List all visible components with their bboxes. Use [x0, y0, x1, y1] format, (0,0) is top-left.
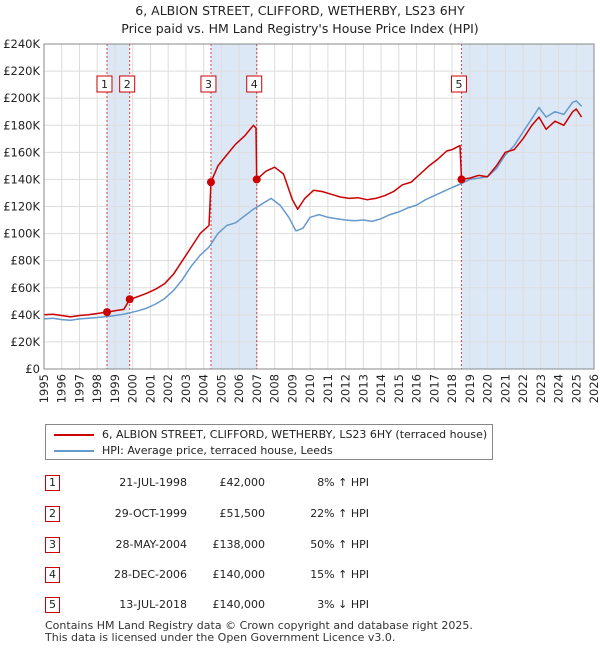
footer: Contains HM Land Registry data © Crown c… [45, 620, 473, 644]
sale-date: 13-JUL-2018 [119, 598, 187, 611]
sale-marker-badge [450, 75, 467, 93]
sale-number-badge: 2 [45, 506, 60, 522]
sale-hpi-diff: 50% ↑ HPI [310, 538, 369, 551]
price-paid-line [43, 108, 583, 318]
x-tick-label: 2016 [410, 374, 424, 403]
y-tick-label: £120K [3, 200, 40, 214]
sale-points [102, 175, 466, 317]
y-tick-label: £40K [11, 308, 41, 322]
sale-marker-badges: 1 2 3 4 5 [96, 75, 467, 93]
y-tick-label: £240K [3, 37, 40, 51]
x-tick-label: 1997 [72, 374, 86, 403]
footer-licence: This data is licensed under the Open Gov… [45, 631, 396, 644]
sale-hpi-diff: 22% ↑ HPI [310, 507, 369, 520]
x-tick-label: 2000 [126, 374, 140, 403]
x-tick-label: 2009 [285, 374, 299, 403]
sale-marker-badge [96, 75, 113, 93]
x-tick-label: 2005 [214, 374, 228, 403]
sale-price: £140,000 [212, 598, 266, 611]
sale-marker-badge-label: 5 [455, 78, 462, 91]
sale-hpi-diff: 8% ↑ HPI [317, 476, 369, 489]
y-tick-label: £20K [11, 335, 41, 349]
sale-price: £42,000 [219, 476, 266, 489]
legend-swatch-price [54, 434, 94, 436]
x-tick-label: 2001 [143, 374, 157, 403]
sale-marker-badge-label: 2 [124, 78, 131, 91]
y-tick-label: £140K [3, 172, 40, 186]
sale-marker-badge [246, 75, 263, 93]
x-tick-label: 2013 [356, 374, 370, 403]
x-tick-label: 2021 [498, 374, 512, 403]
y-tick-label: £180K [3, 118, 40, 132]
x-tick-label: 2006 [232, 374, 246, 403]
x-tick-label: 2007 [250, 374, 264, 403]
legend-swatch-hpi [54, 450, 94, 452]
x-tick-label: 2012 [339, 374, 353, 403]
sale-marker-badge-label: 4 [251, 78, 258, 91]
footer-copyright: Contains HM Land Registry data © Crown c… [45, 619, 473, 632]
series-lines [43, 100, 583, 322]
x-tick-label: 2015 [392, 374, 406, 403]
sale-price: £140,000 [212, 568, 266, 581]
y-tick-label: £60K [11, 281, 41, 295]
axes: £0 £20K £40K £60K £80K £100K £120K £140K £160K £1… [3, 37, 600, 403]
x-tick-label: 2024 [552, 374, 566, 403]
x-tick-label: 1996 [55, 374, 69, 403]
y-tick-label: £100K [3, 227, 40, 241]
y-tick-label: £220K [3, 64, 40, 78]
sale-date: 28-DEC-2006 [113, 568, 187, 581]
plot-frame [43, 43, 595, 370]
sale-hpi-diff: 3% ↓ HPI [317, 598, 369, 611]
x-tick-label: 1995 [37, 374, 51, 403]
x-tick-label: 2008 [268, 374, 282, 403]
sale-number-badge: 4 [45, 567, 60, 583]
x-tick-label: 2010 [303, 374, 317, 403]
y-tick-label: £200K [3, 91, 40, 105]
y-tick-label: £80K [11, 254, 41, 268]
x-tick-label: 2020 [481, 374, 495, 403]
x-tick-label: 2026 [587, 374, 600, 403]
legend-label-hpi: HPI: Average price, terraced house, Leed… [102, 444, 333, 457]
x-tick-label: 1999 [108, 374, 122, 403]
x-tick-label: 2022 [516, 374, 530, 403]
x-tick-label: 2003 [179, 374, 193, 403]
chart-legend: 6, ALBION STREET, CLIFFORD, WETHERBY, LS… [45, 424, 493, 460]
chart-title: 6, ALBION STREET, CLIFFORD, WETHERBY, LS… [0, 2, 600, 38]
y-tick-label: £160K [3, 145, 40, 159]
sale-point [457, 175, 466, 184]
sale-marker-badge [200, 75, 217, 93]
x-tick-label: 2023 [534, 374, 548, 403]
sale-date: 29-OCT-1999 [114, 507, 187, 520]
x-tick-label: 2017 [427, 374, 441, 403]
sale-price: £51,500 [219, 507, 266, 520]
y-tick-label: £0 [25, 362, 40, 376]
sale-number-badge: 5 [45, 597, 60, 613]
x-tick-label: 2002 [161, 374, 175, 403]
sale-marker-badge-label: 1 [101, 78, 108, 91]
sale-price: £138,000 [212, 538, 266, 551]
sale-date: 21-JUL-1998 [119, 476, 187, 489]
x-tick-label: 1998 [90, 374, 104, 403]
hpi-line [43, 100, 583, 322]
sale-hpi-diff: 15% ↑ HPI [310, 568, 369, 581]
sale-point [125, 295, 134, 304]
x-tick-label: 2025 [569, 374, 583, 403]
sale-number-badge: 3 [45, 537, 60, 553]
chart-title-line2: Price paid vs. HM Land Registry's House … [121, 21, 479, 36]
chart-title-line1: 6, ALBION STREET, CLIFFORD, WETHERBY, LS… [135, 3, 465, 18]
x-tick-label: 2018 [445, 374, 459, 403]
sale-marker-badge-label: 3 [205, 78, 212, 91]
sale-point [252, 175, 261, 184]
sale-date: 28-MAY-2004 [115, 538, 187, 551]
x-tick-label: 2004 [197, 374, 211, 403]
sale-point [206, 178, 215, 187]
x-tick-label: 2014 [374, 374, 388, 403]
legend-label-price: 6, ALBION STREET, CLIFFORD, WETHERBY, LS… [102, 428, 488, 441]
sale-number-badge: 1 [45, 475, 60, 491]
x-tick-label: 2019 [463, 374, 477, 403]
sale-point [102, 308, 111, 317]
sale-marker-badge [119, 75, 136, 93]
x-tick-label: 2011 [321, 374, 335, 403]
